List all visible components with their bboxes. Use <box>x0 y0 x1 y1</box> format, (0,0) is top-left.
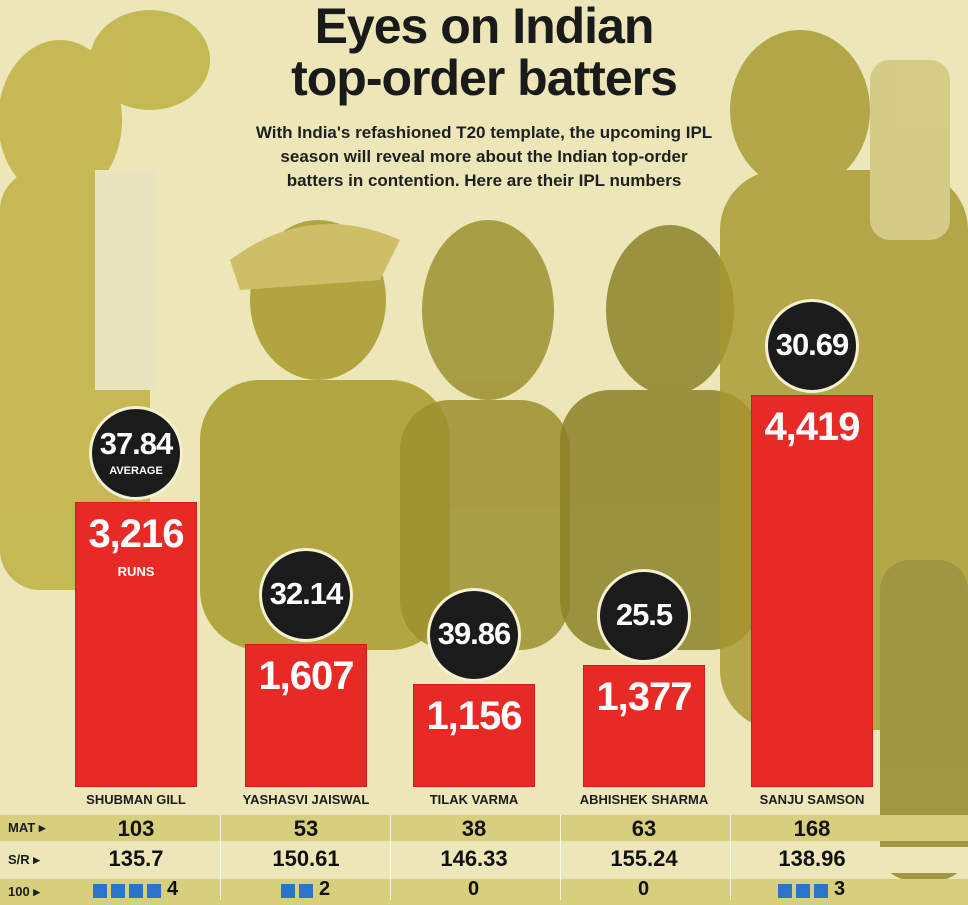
average-value-label: 39.86 <box>437 616 512 651</box>
blue-square-icon <box>281 884 295 898</box>
player-name-label: ABHISHEK SHARMA <box>579 792 709 807</box>
hundreds-value: 4 <box>167 878 179 900</box>
sr-value: 135.7 <box>108 846 164 871</box>
blue-square-icon <box>129 884 143 898</box>
runs-bar <box>413 684 535 787</box>
runs-value-label: 1,377 <box>596 675 692 719</box>
average-circle: 25.5 <box>597 569 691 663</box>
headline-line-1: Eyes on Indian <box>314 0 655 54</box>
blue-square-icon <box>814 884 828 898</box>
runs-value-label: 1,156 <box>426 694 522 738</box>
subheading: With India's refashioned T20 template, t… <box>200 121 768 193</box>
sr-row-band <box>0 847 968 873</box>
average-circle: 32.14 <box>259 548 353 642</box>
player-name-label: TILAK VARMA <box>429 792 519 807</box>
subheading-line-1: With India's refashioned T20 template, t… <box>255 123 713 142</box>
subheading-line-3: batters in contention. Here are their IP… <box>286 171 682 190</box>
runs-caption: RUNS <box>117 564 155 579</box>
mat-value: 53 <box>293 816 319 841</box>
right-triangle-icon: ▸ <box>33 852 40 867</box>
blue-square-icon <box>111 884 125 898</box>
sr-value: 150.61 <box>272 846 340 871</box>
blue-square-icon <box>147 884 161 898</box>
hundreds-value: 2 <box>319 878 331 900</box>
average-value-label: 30.69 <box>775 327 850 362</box>
sr-row-label: S/R ▸ <box>8 852 40 867</box>
runs-bar <box>245 644 367 787</box>
mat-value: 63 <box>631 816 657 841</box>
mat-value: 168 <box>793 816 831 841</box>
headline: Eyes on Indian top-order batters <box>160 0 808 104</box>
runs-bar <box>75 502 197 787</box>
hundreds-value: 0 <box>638 878 650 900</box>
player-name-label: SANJU SAMSON <box>759 792 865 807</box>
mat-value: 103 <box>117 816 155 841</box>
average-value-label: 32.14 <box>269 576 344 611</box>
hundreds-value: 0 <box>468 878 480 900</box>
column-divider <box>730 815 731 900</box>
photo-tilak <box>400 220 570 650</box>
mat-value: 38 <box>461 816 487 841</box>
runs-bar <box>751 395 873 787</box>
average-caption: AVERAGE <box>109 465 163 477</box>
average-circle: 37.84 AVERAGE <box>89 406 183 500</box>
column-divider <box>560 815 561 900</box>
runs-value-label: 1,607 <box>258 654 354 698</box>
average-circle: 39.86 <box>427 588 521 682</box>
right-triangle-icon: ▸ <box>38 820 46 835</box>
player-name-label: YASHASVI JAISWAL <box>242 792 370 807</box>
mat-row-label: MAT ▸ <box>8 820 46 835</box>
blue-square-icon <box>93 884 107 898</box>
blue-square-icon <box>299 884 313 898</box>
runs-bar <box>583 665 705 787</box>
runs-value-label: 3,216 <box>88 512 184 556</box>
mat-row-band <box>0 815 968 841</box>
column-divider <box>220 815 221 900</box>
blue-square-icon <box>778 884 792 898</box>
sr-value: 146.33 <box>440 846 508 871</box>
average-circle: 30.69 <box>765 299 859 393</box>
sr-value: 155.24 <box>610 846 678 871</box>
right-triangle-icon: ▸ <box>33 884 40 899</box>
column-divider <box>390 815 391 900</box>
hundreds-row-label: 100 ▸ <box>8 884 40 899</box>
average-value-label: 25.5 <box>615 597 673 632</box>
sr-value: 138.96 <box>778 846 846 871</box>
subheading-line-2: season will reveal more about the Indian… <box>280 147 688 166</box>
hundreds-value: 3 <box>834 878 846 900</box>
headline-line-2: top-order batters <box>291 50 678 106</box>
blue-square-icon <box>796 884 810 898</box>
runs-value-label: 4,419 <box>764 405 860 449</box>
average-value-label: 37.84 <box>99 426 174 461</box>
player-name-label: SHUBMAN GILL <box>86 792 186 807</box>
